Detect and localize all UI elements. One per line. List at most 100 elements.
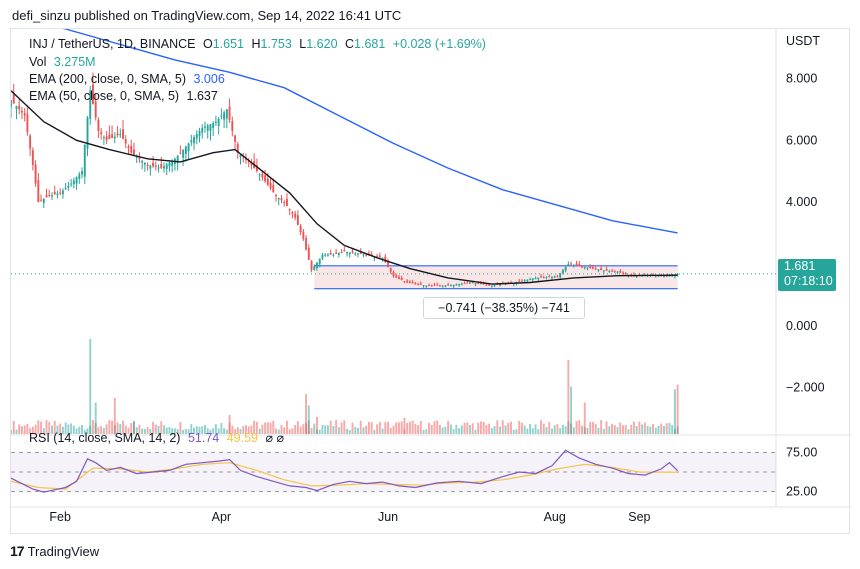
volume-bar (411, 420, 414, 434)
volume-bar (671, 425, 674, 434)
volume-bar (146, 426, 149, 434)
volume-bar (236, 427, 239, 434)
candle-body (70, 183, 73, 185)
candle-body (392, 271, 395, 277)
candle-body (608, 270, 611, 272)
volume-bar (597, 427, 600, 434)
time-tick-label: Jun (378, 510, 398, 524)
legend-low-label: L (299, 37, 307, 51)
volume-bar (351, 422, 354, 434)
candle-body (143, 162, 146, 165)
volume-bar (545, 426, 548, 434)
volume-bar (449, 424, 452, 434)
candle-body (204, 126, 206, 128)
volume-bar (209, 429, 212, 434)
candle-body (29, 135, 32, 149)
volume-bar (520, 422, 523, 434)
volume-bar (280, 425, 283, 434)
candle-body (540, 276, 542, 278)
candle-body (359, 251, 362, 254)
volume-bar (414, 423, 417, 434)
volume-bar (18, 424, 21, 434)
candle-body (154, 165, 157, 167)
volume-bar (469, 424, 471, 434)
candle-body (441, 285, 444, 287)
candle-body (12, 94, 15, 104)
footer-brand[interactable]: 17 TradingView (10, 543, 99, 559)
candle-body (567, 263, 570, 266)
candle-body (589, 266, 592, 269)
legend-ema50-row: EMA (50, close, 0, SMA, 5) 1.637 (29, 89, 222, 103)
candle-body (348, 252, 351, 255)
candle-body (398, 276, 400, 279)
candle-body (285, 199, 288, 206)
volume-bar (250, 425, 253, 434)
candle-body (105, 136, 108, 141)
volume-bar (460, 425, 463, 434)
candle-body (474, 283, 477, 285)
candle-body (75, 177, 78, 184)
volume-bar (613, 425, 616, 434)
candle-body (149, 165, 152, 169)
candle-body (283, 201, 286, 203)
volume-bar (97, 427, 100, 434)
candle-body (146, 164, 149, 166)
candle-body (135, 156, 138, 158)
candle-body (611, 270, 614, 272)
volume-bar (643, 422, 646, 434)
candle-body (387, 261, 389, 268)
volume-bar (269, 422, 272, 434)
volume-bar (124, 425, 127, 434)
volume-spike (94, 402, 97, 434)
legend-vol-label: Vol (29, 55, 47, 69)
candle-body (326, 254, 329, 256)
volume-bar (56, 425, 59, 434)
volume-bar (127, 427, 130, 434)
chart-svg[interactable]: USDT8.0006.0004.0002.0000.000−2.000FebAp… (11, 29, 851, 535)
candle-body (15, 106, 18, 110)
candle-body (663, 276, 665, 278)
candle-body (176, 155, 179, 164)
volume-bar (479, 421, 482, 434)
volume-bar (83, 429, 86, 434)
legend-change: +0.028 (+1.69%) (392, 37, 486, 51)
volume-bar (310, 427, 313, 434)
candle-body (302, 231, 305, 240)
legend-close: 1.681 (354, 37, 386, 51)
candle-body (113, 136, 116, 139)
volume-bar (31, 426, 34, 434)
legend-rsi-row: RSI (14, close, SMA, 14, 2) 51.74 49.59 … (29, 430, 288, 445)
volume-bar (193, 427, 196, 434)
volume-bar (578, 420, 581, 434)
volume-bar (291, 428, 294, 434)
candle-body (622, 272, 624, 274)
candle-body (130, 146, 133, 153)
volume-bar (23, 425, 26, 434)
volume-bar (59, 423, 62, 434)
volume-bar (490, 428, 493, 434)
volume-bar (34, 424, 37, 434)
candle-body (452, 284, 455, 287)
volume-bar (51, 425, 53, 434)
price-tick-label: 0.000 (786, 319, 817, 333)
candle-body (337, 253, 340, 255)
candle-body (430, 285, 433, 287)
volume-bar (179, 421, 182, 434)
candle-body (171, 160, 174, 166)
candle-body (529, 279, 532, 281)
candle-body (572, 264, 575, 266)
volume-bar (173, 428, 176, 434)
volume-bar (471, 423, 474, 434)
candle-body (561, 270, 564, 274)
volume-bar (171, 428, 174, 434)
volume-bar (48, 421, 51, 434)
chart-frame[interactable]: USDT8.0006.0004.0002.0000.000−2.000FebAp… (10, 28, 851, 535)
candle-body (11, 100, 12, 107)
candle-body (40, 199, 43, 201)
candle-body (209, 124, 212, 132)
candle-body (436, 284, 439, 286)
candle-body (122, 129, 124, 139)
volume-bar (116, 422, 119, 434)
volume-bar (635, 426, 638, 434)
volume-bar (176, 429, 179, 434)
